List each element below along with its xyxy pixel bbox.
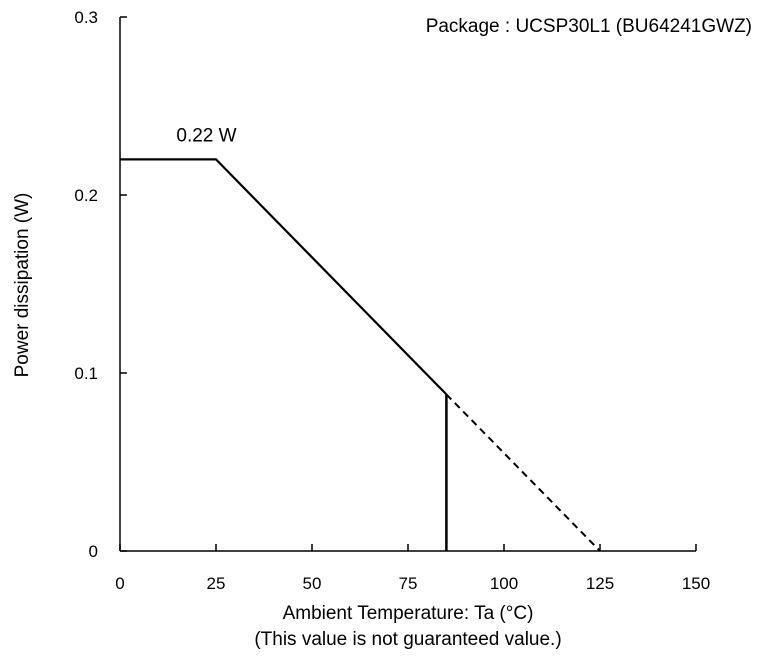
derating-line-solid — [120, 158, 448, 396]
x-axis-label: Ambient Temperature: Ta (°C) — [283, 603, 534, 624]
derating-line-dashed — [445, 393, 601, 552]
x-tick-label: 25 — [207, 574, 226, 593]
axes — [119, 17, 696, 552]
package-label: Package : UCSP30L1 (BU64241GWZ) — [426, 16, 752, 37]
y-tick-label: 0.1 — [74, 364, 98, 383]
axis-ticks: 0 0.1 0.2 0.3 0 25 50 75 100 125 150 — [74, 8, 710, 593]
x-tick-label: 100 — [490, 574, 518, 593]
x-tick-label: 150 — [682, 574, 710, 593]
x-tick-label: 0 — [115, 574, 124, 593]
x-tick-label: 75 — [399, 574, 418, 593]
y-tick-label: 0.3 — [74, 8, 98, 27]
power-annotation: 0.22 W — [176, 125, 236, 146]
series-lines: 0.22 W — [120, 125, 601, 552]
x-axis-note: (This value is not guaranteed value.) — [254, 629, 561, 650]
x-tick-label: 125 — [586, 574, 614, 593]
x-tick-label: 50 — [303, 574, 322, 593]
y-axis-label: Power dissipation (W) — [12, 193, 33, 378]
y-tick-label: 0 — [89, 542, 98, 561]
y-tick-label: 0.2 — [74, 186, 98, 205]
